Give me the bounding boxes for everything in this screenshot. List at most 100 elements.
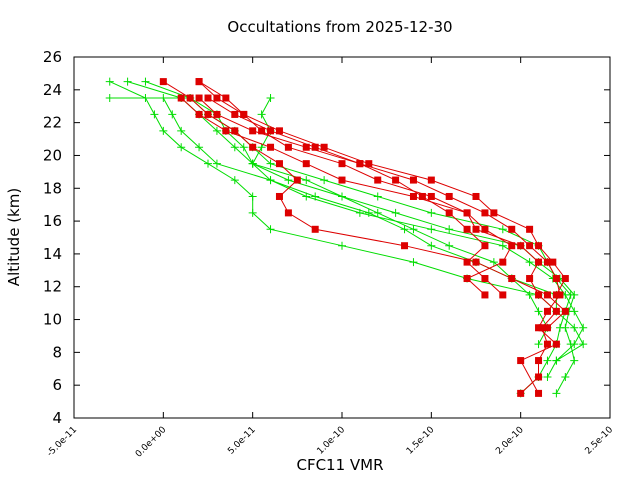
data-point: [535, 258, 543, 266]
data-point: [159, 126, 168, 135]
data-point: [374, 176, 382, 184]
series-9: [159, 78, 569, 332]
data-point: [543, 340, 551, 348]
data-point: [463, 258, 471, 266]
data-point: [463, 225, 471, 233]
data-point: [552, 291, 560, 299]
series-12: [177, 94, 516, 299]
series-line: [163, 81, 567, 329]
data-point: [526, 242, 534, 250]
data-point: [534, 340, 543, 349]
data-point: [284, 176, 293, 185]
x-axis-label: CFC11 VMR: [296, 456, 383, 474]
data-point: [105, 77, 114, 86]
series-layer: [105, 77, 588, 398]
x-tick-label: 1.0e-10: [316, 425, 348, 457]
data-point: [195, 78, 203, 86]
data-point: [427, 241, 436, 250]
data-point: [543, 324, 551, 332]
data-point: [275, 160, 283, 168]
data-point: [356, 160, 364, 168]
data-point: [204, 94, 212, 102]
data-point: [427, 208, 436, 217]
data-point: [552, 275, 560, 283]
series-8: [195, 94, 564, 397]
data-point: [266, 225, 275, 234]
data-point: [257, 110, 266, 119]
data-point: [409, 192, 417, 200]
x-tick-label: 2.5e-10: [584, 425, 616, 457]
data-point: [538, 324, 546, 332]
data-point: [150, 110, 159, 119]
data-point: [570, 340, 579, 349]
data-point: [401, 242, 409, 250]
data-point: [517, 242, 525, 250]
data-point: [543, 356, 552, 365]
data-point: [230, 176, 239, 185]
series-line: [162, 97, 549, 345]
x-tick-label: 1.5e-10: [405, 425, 437, 457]
data-point: [249, 143, 257, 151]
data-point: [222, 94, 230, 102]
data-point: [409, 225, 418, 234]
data-point: [338, 176, 346, 184]
data-point: [427, 225, 436, 234]
data-point: [472, 258, 480, 266]
data-point: [427, 192, 435, 200]
series-10: [195, 78, 569, 299]
data-point: [231, 127, 239, 135]
series-line: [198, 81, 566, 296]
data-point: [204, 110, 212, 118]
data-point: [543, 307, 551, 315]
data-point: [365, 160, 373, 168]
data-point: [195, 143, 204, 152]
data-point: [481, 242, 489, 250]
data-point: [489, 258, 498, 267]
data-point: [481, 225, 489, 233]
data-point: [195, 110, 203, 118]
data-point: [302, 176, 311, 185]
data-point: [579, 323, 588, 332]
data-point: [543, 291, 551, 299]
data-point: [320, 176, 329, 185]
y-tick-label: 18: [43, 179, 62, 197]
data-point: [481, 275, 489, 283]
data-point: [266, 176, 275, 185]
data-point: [302, 143, 310, 151]
y-tick-label: 6: [52, 376, 62, 394]
data-point: [498, 241, 507, 250]
y-tick-label: 4: [52, 409, 62, 427]
data-point: [418, 192, 426, 200]
data-point: [535, 389, 543, 397]
data-point: [257, 143, 266, 152]
data-point: [535, 291, 543, 299]
data-point: [168, 110, 177, 119]
data-point: [570, 307, 579, 316]
data-point: [552, 389, 561, 398]
y-tick-label: 10: [43, 311, 62, 329]
data-point: [239, 143, 248, 152]
data-point: [535, 357, 543, 365]
data-point: [266, 94, 275, 103]
data-point: [535, 373, 543, 381]
data-point: [177, 126, 186, 135]
data-point: [267, 143, 275, 151]
data-point: [186, 94, 194, 102]
data-point: [267, 127, 275, 135]
chart-title: Occultations from 2025-12-30: [227, 18, 452, 36]
data-point: [212, 159, 221, 168]
x-tick-label: 2.0e-10: [494, 425, 526, 457]
data-point: [552, 340, 560, 348]
data-point: [213, 110, 221, 118]
series-4: [105, 77, 588, 365]
data-point: [311, 143, 319, 151]
data-point: [266, 159, 275, 168]
data-point: [338, 241, 346, 250]
data-point: [177, 143, 186, 152]
data-point: [392, 176, 400, 184]
x-tick-label: -5.0e-11: [45, 425, 79, 459]
data-point: [141, 77, 150, 86]
data-point: [570, 356, 579, 365]
y-tick-label: 16: [43, 212, 62, 230]
